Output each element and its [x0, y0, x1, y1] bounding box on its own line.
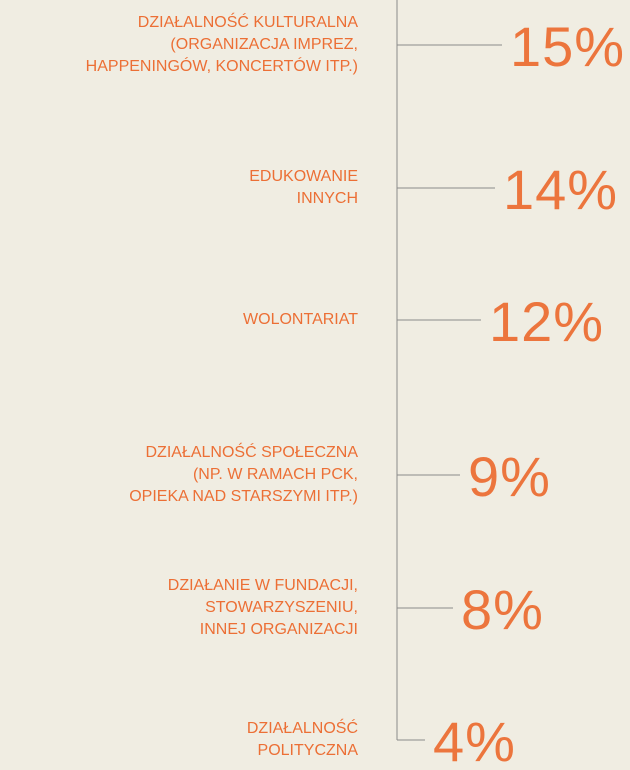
value-label: 15% [510, 15, 626, 78]
category-label: EDUKOWANIE INNYCH [249, 168, 358, 207]
value-label: 8% [461, 578, 544, 641]
category-label: DZIAŁALNOŚĆ KULTURALNA (ORGANIZACJA IMPR… [85, 14, 358, 75]
value-label: 9% [468, 445, 551, 508]
category-label: DZIAŁALNOŚĆ SPOŁECZNA (NP. W RAMACH PCK,… [129, 444, 358, 505]
category-label: DZIAŁANIE W FUNDACJI, STOWARZYSZENIU, IN… [167, 577, 358, 638]
category-label: DZIAŁALNOŚĆ POLITYCZNA [246, 720, 358, 759]
value-label: 4% [433, 710, 516, 770]
value-label: 14% [503, 158, 619, 221]
value-label: 12% [489, 290, 605, 353]
category-label: WOLONTARIAT [243, 311, 358, 328]
